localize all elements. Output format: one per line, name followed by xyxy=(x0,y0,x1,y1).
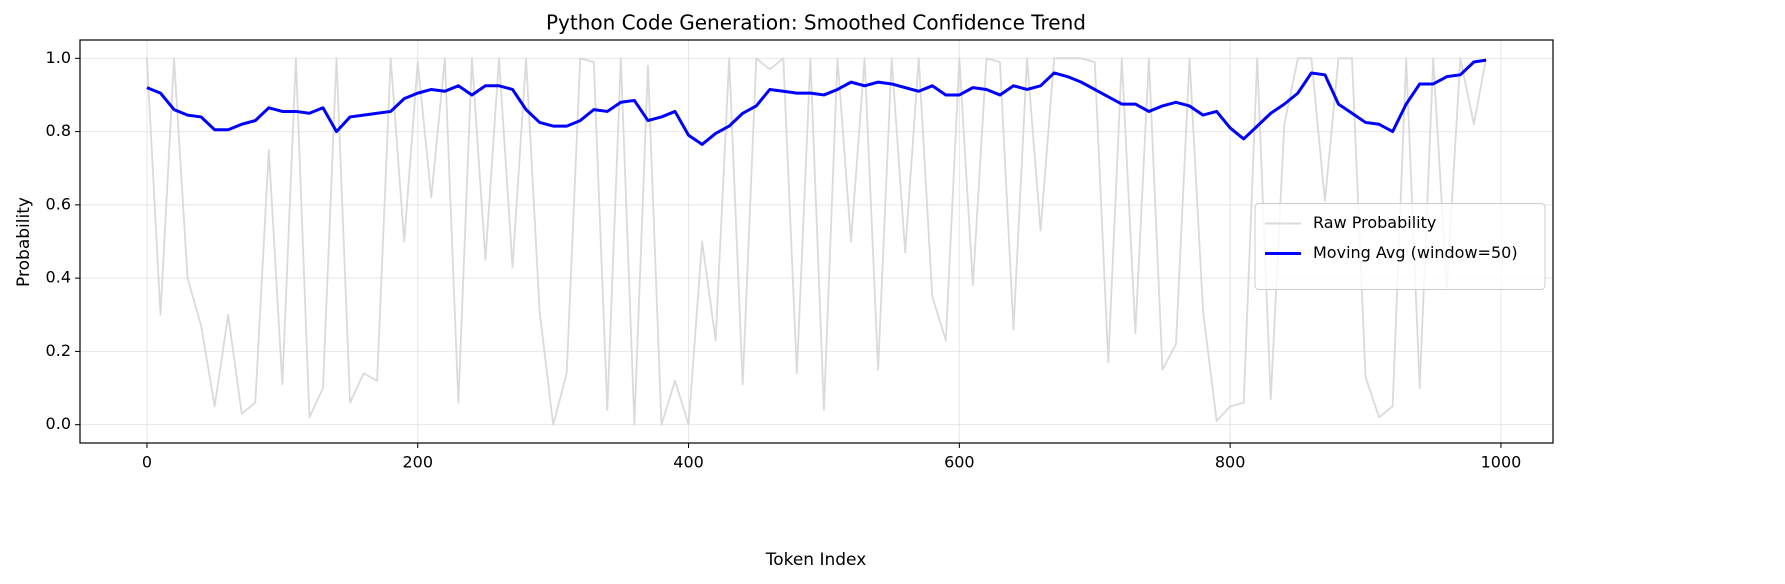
legend: Raw Probability Moving Avg (window=50) xyxy=(1254,203,1546,290)
y-tick-label: 0.8 xyxy=(46,121,71,140)
y-tick-label: 0.2 xyxy=(46,341,71,360)
x-tick-label: 1000 xyxy=(1481,453,1522,472)
x-tick-label: 400 xyxy=(673,453,704,472)
legend-label: Moving Avg (window=50) xyxy=(1313,243,1518,262)
y-tick-label: 0.6 xyxy=(46,194,71,213)
x-axis-label: Token Index xyxy=(765,550,867,570)
x-tick-label: 800 xyxy=(1215,453,1246,472)
plot-frame xyxy=(79,39,1554,444)
x-tick-label: 600 xyxy=(944,453,975,472)
series-line xyxy=(146,58,1487,146)
y-tick-label: 0.0 xyxy=(46,414,71,433)
y-axis-label: Probability xyxy=(14,197,34,287)
legend-box xyxy=(1254,203,1546,290)
x-tick-label: 0 xyxy=(142,453,152,472)
chart-title: Python Code Generation: Smoothed Confide… xyxy=(546,11,1086,35)
x-tick-label: 200 xyxy=(402,453,433,472)
y-tick-label: 0.4 xyxy=(46,268,71,287)
legend-label: Raw Probability xyxy=(1313,213,1436,232)
plot-area: 0.0 0.2 0.4 0.6 0.8 1.0 0 200 400 600 800 1000 Raw P… xyxy=(46,39,1554,472)
y-tick-label: 1.0 xyxy=(46,48,71,67)
